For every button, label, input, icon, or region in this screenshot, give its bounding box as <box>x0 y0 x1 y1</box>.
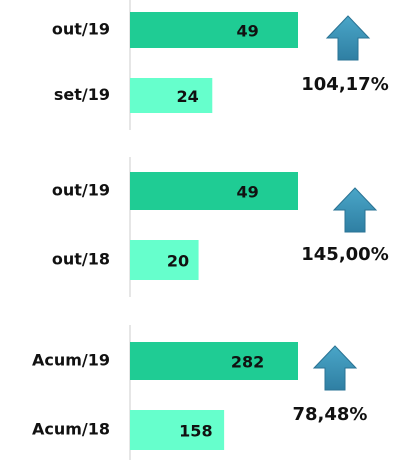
bar <box>130 410 225 450</box>
up-arrow <box>325 15 371 61</box>
percent-change: 104,17% <box>301 74 389 95</box>
percent-change: 78,48% <box>293 404 368 425</box>
category-label: out/19 <box>52 20 110 39</box>
value-label: 20 <box>167 252 189 271</box>
value-label: 24 <box>176 87 198 106</box>
value-label: 282 <box>231 353 264 372</box>
category-label: set/19 <box>54 85 110 104</box>
percent-change: 145,00% <box>301 244 389 265</box>
bar <box>130 240 199 280</box>
value-label: 158 <box>179 422 212 441</box>
up-arrow <box>312 345 358 391</box>
category-label: Acum/19 <box>32 351 110 370</box>
value-label: 49 <box>236 22 258 41</box>
category-label: out/18 <box>52 250 110 269</box>
value-label: 49 <box>236 183 258 202</box>
category-label: Acum/18 <box>32 420 110 439</box>
bar <box>130 342 298 380</box>
bar <box>130 12 298 48</box>
bar <box>130 172 298 210</box>
category-label: out/19 <box>52 181 110 200</box>
up-arrow <box>332 187 378 233</box>
bar <box>130 78 213 113</box>
